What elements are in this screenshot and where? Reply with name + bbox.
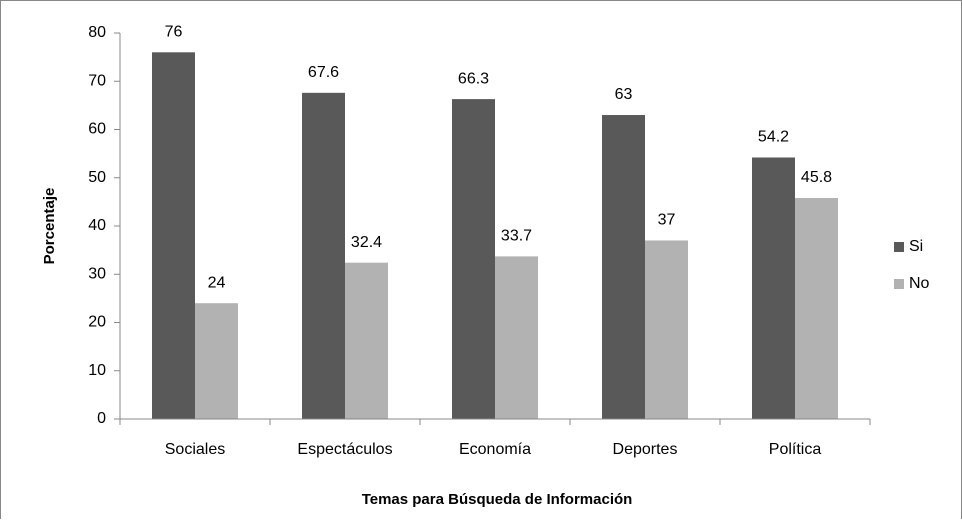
y-tick-label: 40 xyxy=(88,217,106,234)
bar xyxy=(752,157,795,420)
y-tick-label: 50 xyxy=(88,169,106,186)
legend-swatch xyxy=(894,242,904,252)
data-label: 54.2 xyxy=(758,129,789,146)
bar xyxy=(195,303,238,419)
legend-label: No xyxy=(909,275,930,292)
x-tick-label: Economía xyxy=(459,441,531,458)
bar xyxy=(345,262,388,419)
bar xyxy=(645,240,688,419)
data-label: 63 xyxy=(615,86,633,103)
y-tick-label: 10 xyxy=(88,362,106,379)
y-tick-label: 60 xyxy=(88,121,106,138)
bar xyxy=(495,256,538,419)
x-tick-label: Espectáculos xyxy=(297,441,392,458)
x-axis-title: Temas para Búsqueda de Información xyxy=(362,491,633,508)
legend-label: Si xyxy=(909,238,923,255)
x-tick-label: Deportes xyxy=(613,441,678,458)
data-label: 24 xyxy=(208,274,226,291)
data-label: 33.7 xyxy=(501,228,532,245)
legend-swatch xyxy=(894,279,904,289)
bar xyxy=(795,198,838,419)
bar xyxy=(152,52,195,420)
x-tick-label: Política xyxy=(769,441,822,458)
bar xyxy=(602,115,645,420)
data-label: 66.3 xyxy=(458,70,489,87)
y-tick-label: 0 xyxy=(97,410,106,427)
data-label: 37 xyxy=(658,212,676,229)
y-axis-title: Porcentaje xyxy=(41,188,58,265)
data-label: 76 xyxy=(165,24,183,41)
bar xyxy=(302,92,345,419)
data-label: 32.4 xyxy=(351,234,382,251)
data-label: 67.6 xyxy=(308,64,339,81)
bar xyxy=(452,99,495,419)
y-tick-label: 20 xyxy=(88,314,106,331)
x-tick-label: Sociales xyxy=(165,441,225,458)
y-tick-label: 30 xyxy=(88,265,106,282)
data-label: 45.8 xyxy=(801,169,832,186)
y-tick-label: 70 xyxy=(88,72,106,89)
y-tick-label: 80 xyxy=(88,24,106,41)
